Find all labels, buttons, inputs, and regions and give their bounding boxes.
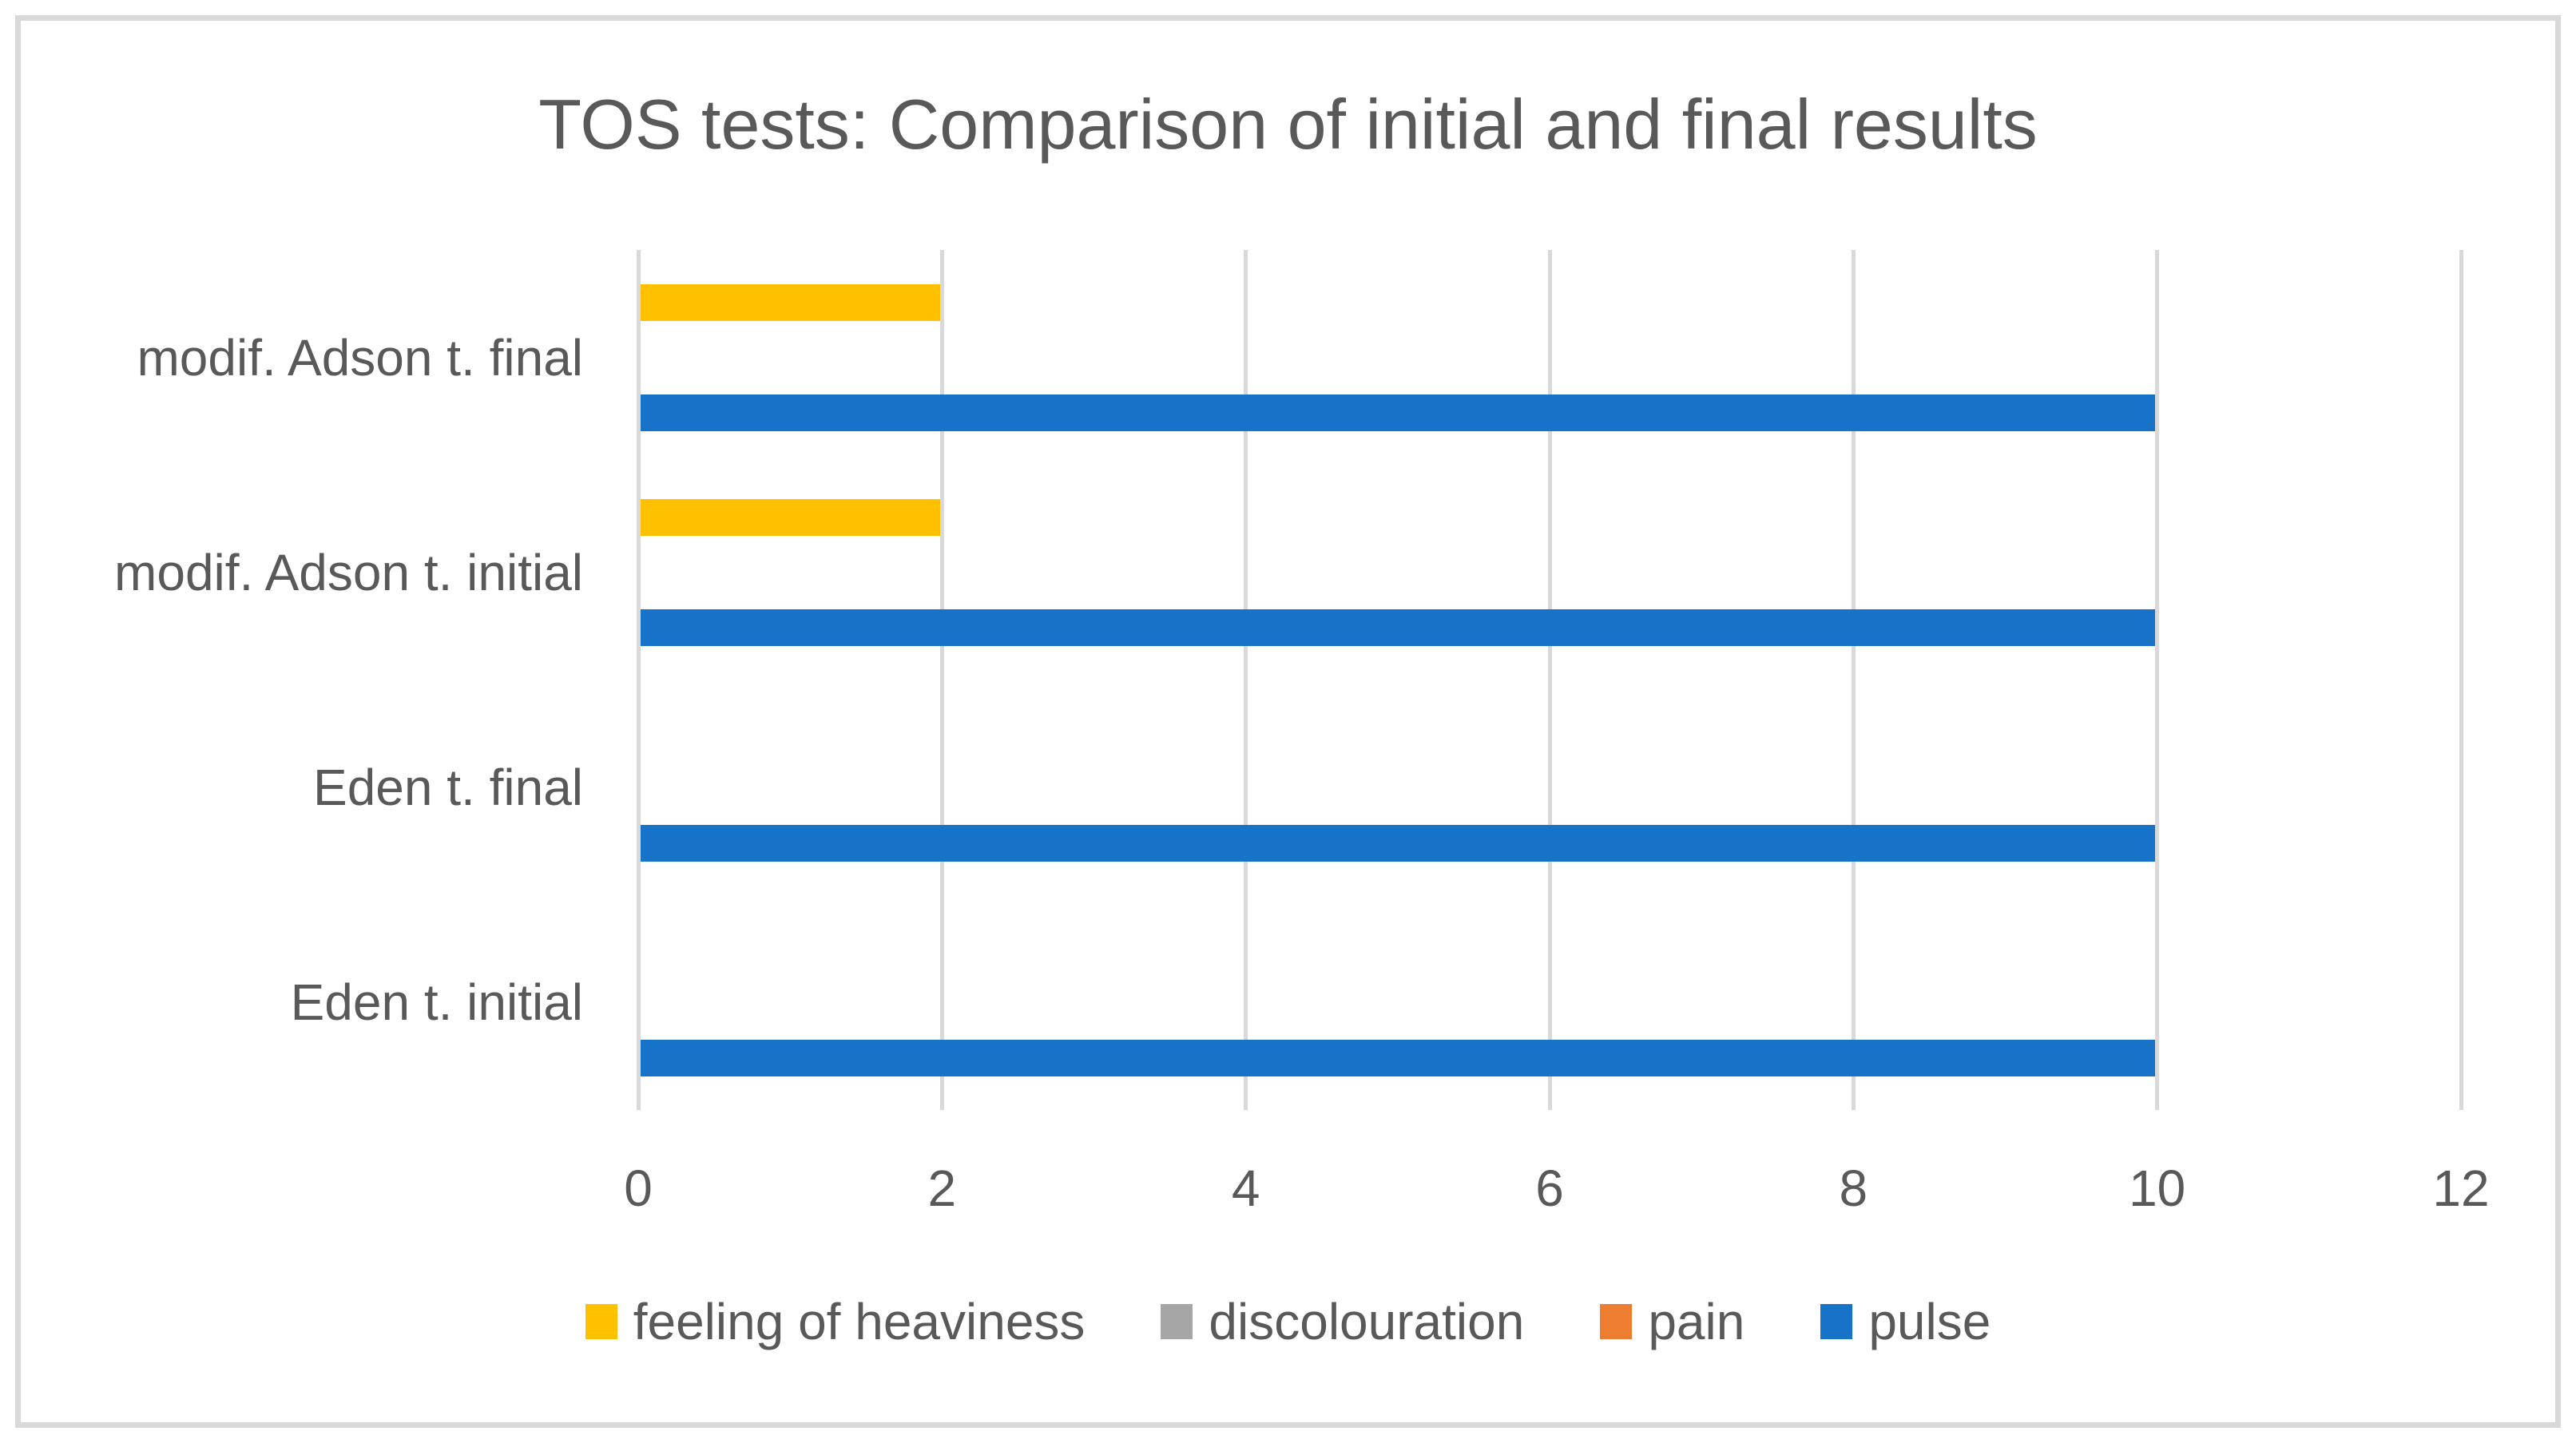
category-label-modif-adson-t-final: modif. Adson t. final [137,328,583,387]
legend-item-feeling-of-heaviness: feeling of heaviness [585,1293,1086,1350]
bar-feeling-of-heaviness-modif-adson-t-initial [640,499,940,537]
bar-pulse-eden-t-initial [640,1039,2156,1076]
legend-item-pulse: pulse [1820,1296,1991,1347]
legend-label-pain: pain [1648,1293,1745,1350]
legend-label-pulse: pulse [1868,1293,1991,1350]
bar-feeling-of-heaviness-modif-adson-t-final [640,284,940,322]
chart-title: TOS tests: Comparison of initial and fin… [538,85,2038,164]
bar-pulse-eden-t-final [640,824,2156,862]
category-label-modif-adson-t-initial: modif. Adson t. initial [114,543,583,601]
gridline [1244,250,1248,1110]
legend-item-discolouration: discolouration [1161,1296,1524,1347]
legend-swatch-pain [1600,1304,1633,1339]
legend-swatch-pulse [1820,1304,1853,1339]
chart-border [15,15,2561,1428]
plot-area [636,250,2463,1110]
bar-pulse-modif-adson-t-initial [640,609,2156,647]
category-label-eden-t-initial: Eden t. initial [290,973,583,1032]
gridline [636,250,641,1110]
gridline [1547,250,1552,1110]
legend-label-discolouration: discolouration [1209,1293,1525,1350]
gridline [939,250,944,1110]
category-axis: modif. Adson t. final modif. Adson t. ini… [0,250,583,1110]
gridline [1851,250,1856,1110]
category-label-eden-t-final: Eden t. final [313,759,583,817]
legend-item-pain: pain [1600,1296,1744,1347]
legend: feeling of heaviness discolouration pain pu… [0,1296,2576,1347]
legend-swatch-discolouration [1161,1304,1193,1339]
gridline [2459,250,2463,1110]
gridline [2155,250,2160,1110]
legend-label-feeling-of-heaviness: feeling of heaviness [633,1293,1086,1350]
legend-swatch-feeling-of-heaviness [585,1304,617,1339]
bar-pulse-modif-adson-t-final [640,394,2156,432]
